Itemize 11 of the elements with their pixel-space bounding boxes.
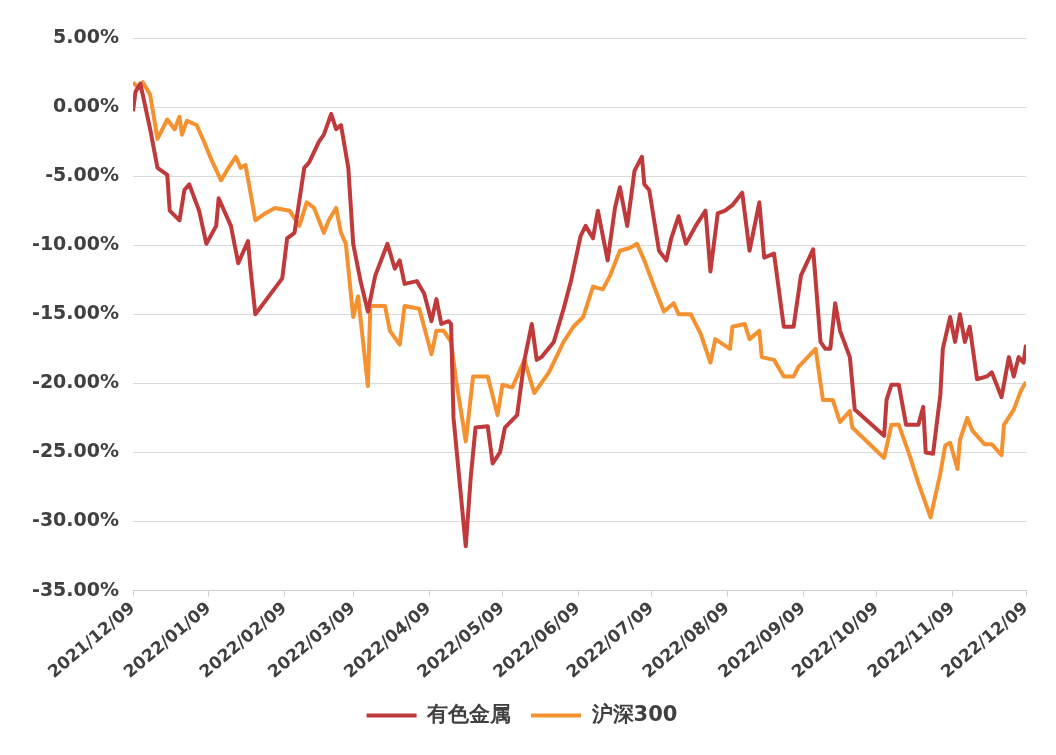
y-tick-label: -5.00%: [45, 163, 120, 186]
legend-label: 有色金属: [426, 701, 512, 726]
y-tick-label: -25.00%: [31, 439, 120, 462]
y-tick-label: -30.00%: [31, 508, 120, 531]
legend-label: 沪深300: [590, 701, 678, 726]
y-tick-label: -35.00%: [31, 577, 120, 600]
y-tick-label: -15.00%: [31, 301, 120, 324]
y-tick-label: -20.00%: [31, 370, 120, 393]
y-tick-label: 5.00%: [53, 24, 120, 47]
y-tick-label: -10.00%: [31, 232, 120, 255]
y-tick-label: 0.00%: [53, 94, 120, 117]
